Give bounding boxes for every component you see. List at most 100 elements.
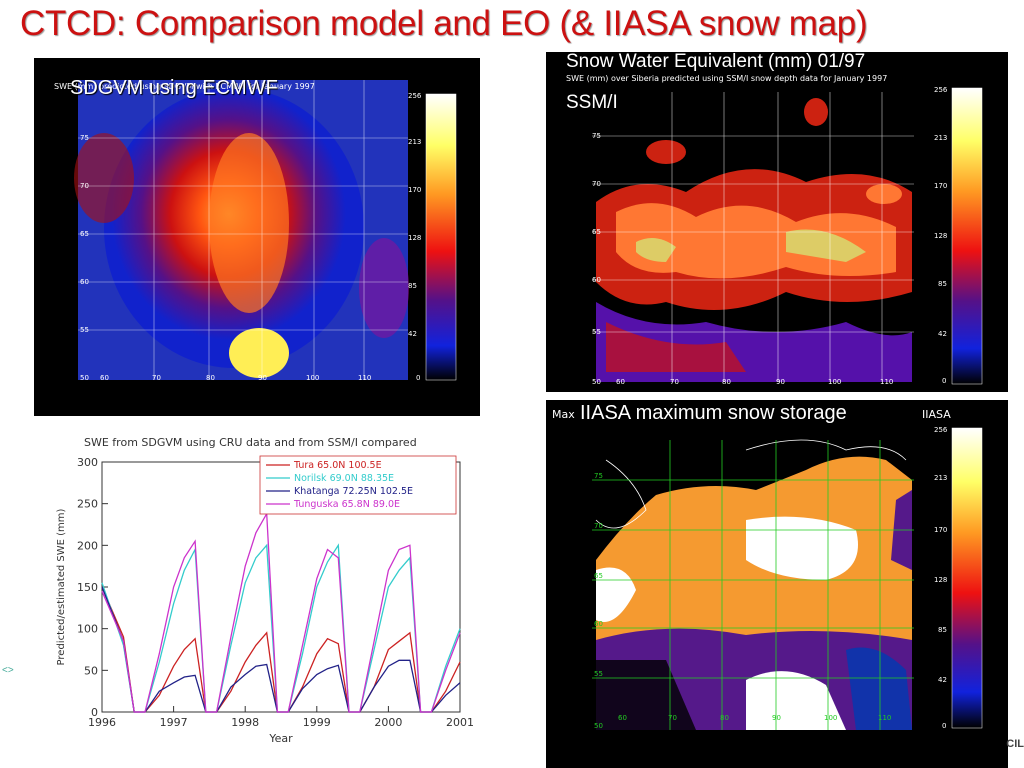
colorbar-tick: 128	[934, 576, 948, 584]
colorbar-tick: 85	[938, 280, 947, 288]
side-mark: <>	[2, 665, 14, 676]
lat-tick: 55	[80, 326, 89, 334]
ssmi-caption: SWE (mm) over Siberia predicted using SS…	[566, 74, 888, 83]
y-tick-label: 150	[77, 581, 98, 594]
colorbar-tick: 0	[942, 377, 947, 385]
lon-tick: 80	[720, 714, 729, 722]
series-line-2	[101, 586, 461, 713]
colorbar-tick: 213	[934, 134, 948, 142]
lat-tick: 65	[592, 228, 601, 236]
lat-tick: 55	[592, 328, 601, 336]
colorbar-tick: 0	[416, 374, 421, 382]
colorbar-tick: 213	[408, 138, 422, 146]
colorbar-tick: 170	[934, 182, 948, 190]
y-tick-label: 250	[77, 498, 98, 511]
y-tick-label: 50	[84, 664, 98, 677]
x-axis-label: Year	[268, 732, 293, 745]
lat-tick: 75	[594, 472, 603, 480]
colorbar-tick: 85	[408, 282, 417, 290]
ssmi-overlay-line2: SSM/I	[566, 92, 618, 113]
sdgvm-caption: SWE (mm) predicted using SDGVM with ECMW…	[54, 82, 315, 91]
ssmi-overlay-line1: Snow Water Equivalent (mm) 01/97	[566, 52, 866, 72]
x-tick-label: 2001	[446, 716, 474, 729]
swe-line-chart-svg: SWE from SDGVM using CRU data and from S…	[56, 436, 474, 745]
legend-label: Norilsk 69.0N 88.35E	[294, 473, 394, 484]
lon-tick: 60	[100, 374, 109, 382]
lat-tick: 70	[594, 522, 603, 530]
iiasa-caption-left: Max	[552, 408, 575, 421]
lon-tick: 70	[668, 714, 677, 722]
lat-tick: 60	[592, 276, 601, 284]
colorbar-tick: 170	[408, 186, 422, 194]
lon-tick: 60	[618, 714, 627, 722]
lat-tick: 60	[594, 620, 603, 628]
x-tick-label: 1999	[303, 716, 331, 729]
lat-tick: 65	[594, 572, 603, 580]
series-line-0	[101, 586, 461, 713]
lon-tick: 110	[358, 374, 372, 382]
y-tick-label: 0	[91, 706, 98, 719]
sdgvm-map-panel: SWE (mm) predicted using SDGVM with ECMW…	[34, 58, 480, 416]
lon-tick: 80	[206, 374, 215, 382]
legend-label: Tunguska 65.8N 89.0E	[293, 499, 400, 510]
iiasa-map-panel: Max IIASA IIASA maximum snow storage 256…	[546, 400, 1008, 768]
x-tick-label: 1996	[88, 716, 116, 729]
lon-tick: 90	[258, 374, 267, 382]
legend-label: Tura 65.0N 100.5E	[293, 460, 382, 471]
colorbar-tick: 256	[934, 86, 948, 94]
chart-title: SWE from SDGVM using CRU data and from S…	[84, 436, 417, 449]
lon-tick: 70	[152, 374, 161, 382]
series-line-3	[101, 511, 461, 713]
colorbar-tick: 42	[938, 330, 947, 338]
lat-tick: 50	[592, 378, 601, 386]
y-axis-label: Predicted/estimated SWE (mm)	[56, 508, 67, 665]
slide-title: CTCD: Comparison model and EO (& IIASA s…	[20, 4, 868, 43]
lat-tick: 70	[80, 182, 89, 190]
swe-line-chart: SWE from SDGVM using CRU data and from S…	[34, 430, 494, 750]
lon-tick: 70	[670, 378, 679, 386]
colorbar-tick: 256	[408, 92, 422, 100]
y-tick-label: 100	[77, 623, 98, 636]
lat-tick: 60	[80, 278, 89, 286]
x-tick-label: 2000	[374, 716, 402, 729]
lon-tick: 90	[772, 714, 781, 722]
colorbar-tick: 128	[408, 234, 422, 242]
colorbar-tick: 213	[934, 474, 948, 482]
lon-tick: 110	[880, 378, 894, 386]
iiasa-overlay-label: IIASA maximum snow storage	[580, 402, 847, 424]
lat-tick: 55	[594, 670, 603, 678]
lon-tick: 90	[776, 378, 785, 386]
colorbar-tick: 128	[934, 232, 948, 240]
y-tick-label: 300	[77, 456, 98, 469]
lon-tick: 100	[306, 374, 320, 382]
colorbar-tick: 42	[938, 676, 947, 684]
series-line-1	[101, 543, 461, 713]
lon-tick: 100	[828, 378, 842, 386]
colorbar-tick: 0	[942, 722, 947, 730]
colorbar-tick: 170	[934, 526, 948, 534]
colorbar-tick: 85	[938, 626, 947, 634]
lon-tick: 60	[616, 378, 625, 386]
lat-tick: 70	[592, 180, 601, 188]
lon-tick: 80	[722, 378, 731, 386]
lat-tick: 65	[80, 230, 89, 238]
lat-tick: 75	[80, 134, 89, 142]
x-tick-label: 1998	[231, 716, 259, 729]
sdgvm-overlay-label: SDGVM using ECMWF	[70, 77, 278, 99]
lat-tick: 50	[594, 722, 603, 730]
iiasa-caption-right: IIASA	[922, 408, 951, 421]
y-tick-label: 200	[77, 539, 98, 552]
legend-box	[259, 455, 457, 515]
lon-tick: 110	[878, 714, 892, 722]
colorbar-tick: 42	[408, 330, 417, 338]
lat-tick: 50	[80, 374, 89, 382]
lon-tick: 100	[824, 714, 838, 722]
ssmi-map-image	[592, 87, 983, 385]
lat-tick: 75	[592, 132, 601, 140]
iiasa-map-image	[592, 427, 983, 730]
x-tick-label: 1997	[160, 716, 188, 729]
sdgvm-map-image	[74, 80, 457, 381]
colorbar-tick: 256	[934, 426, 948, 434]
ssmi-map-panel: SWE (mm) over Siberia predicted using SS…	[546, 52, 1008, 392]
legend-label: Khatanga 72.25N 102.5E	[294, 486, 413, 497]
